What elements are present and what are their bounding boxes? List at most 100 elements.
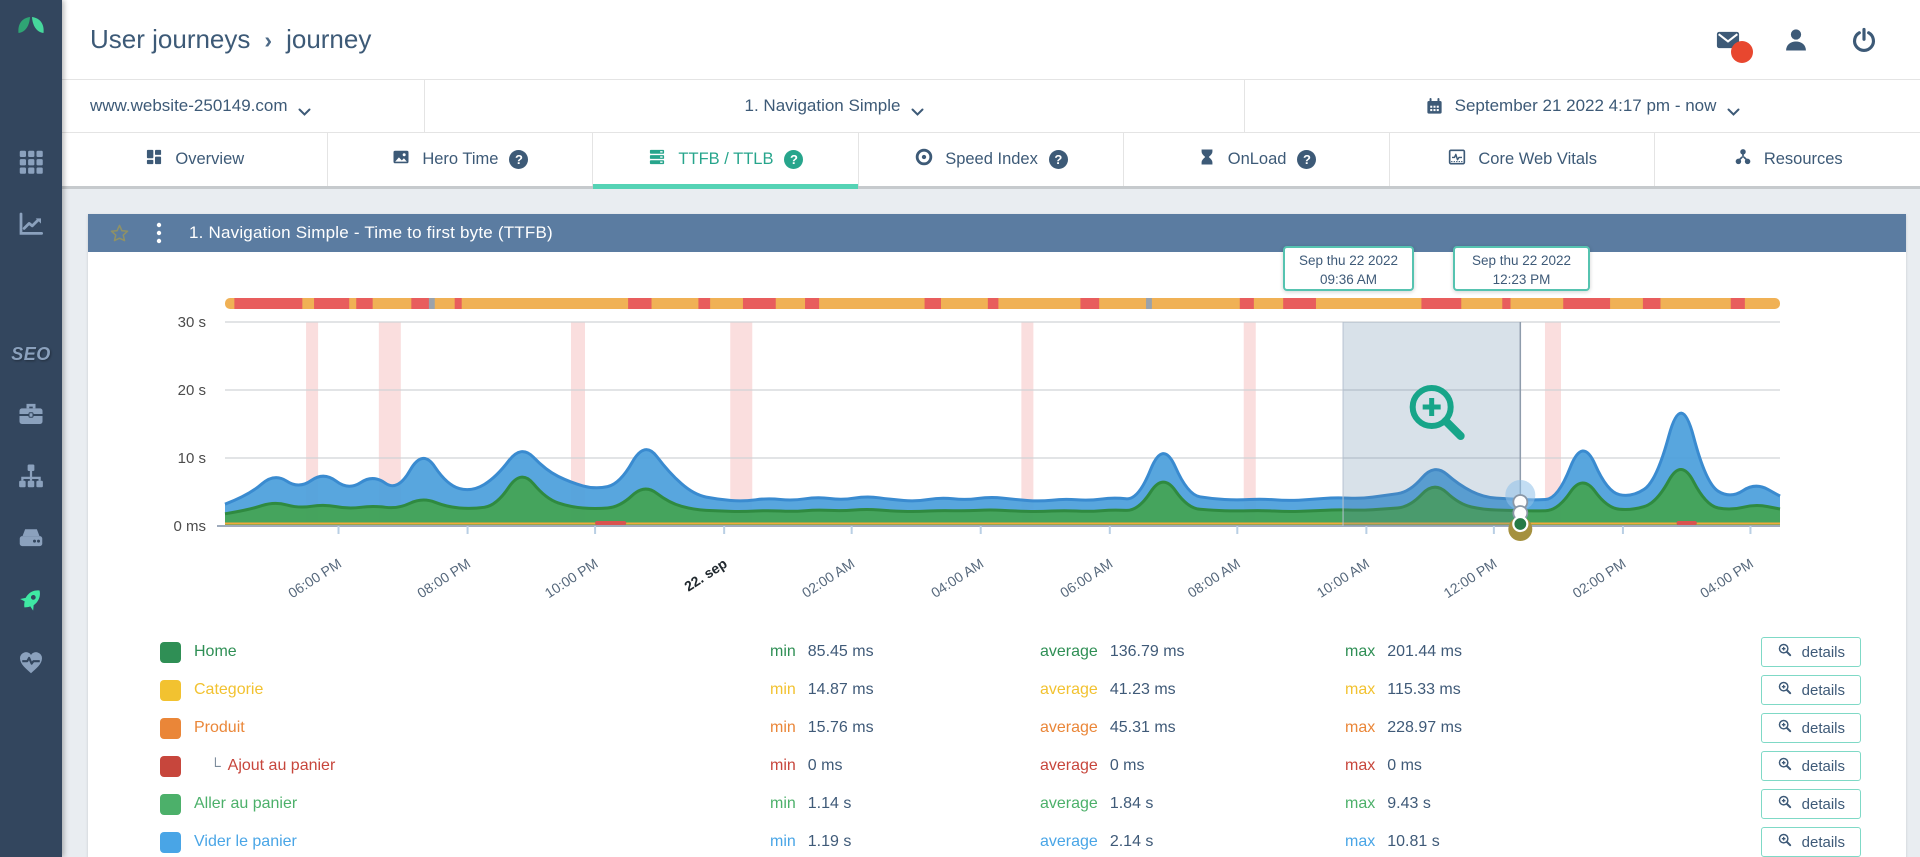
tab-label: OnLoad xyxy=(1227,150,1287,168)
daterange-selector[interactable]: September 21 2022 4:17 pm - now xyxy=(1245,80,1920,132)
stat-label: min xyxy=(770,795,796,812)
stat-value: 2.14 s xyxy=(1109,833,1154,850)
legend-swatch xyxy=(160,717,181,739)
stat-label: max xyxy=(1345,795,1376,812)
favorite-star-icon[interactable] xyxy=(108,222,131,245)
stat-value: 41.23 ms xyxy=(1109,681,1176,698)
legend-stat-max: max 10.81 s xyxy=(1345,833,1645,851)
tab-overview[interactable]: Overview xyxy=(62,133,328,186)
legend-name-label: Vider le panier xyxy=(194,833,297,850)
legend-row-vider-le-panier: Vider le panier min 1.19 s average 2.14 s max… xyxy=(160,823,1861,857)
tab-ttfb-ttlb[interactable]: TTFB / TTLB? xyxy=(593,133,859,189)
legend-swatch xyxy=(160,831,181,853)
legend-stat-max: max 228.97 ms xyxy=(1345,719,1645,737)
legend-swatch xyxy=(160,679,181,701)
stat-label: max xyxy=(1345,643,1376,660)
sidebar-item-servers[interactable] xyxy=(0,518,62,562)
help-icon[interactable]: ? xyxy=(1297,150,1317,169)
legend-stat-min: min 85.45 ms xyxy=(770,643,1040,661)
details-button-label: details xyxy=(1801,833,1845,851)
legend-swatch xyxy=(160,641,181,663)
details-button[interactable]: details xyxy=(1760,789,1861,819)
details-button[interactable]: details xyxy=(1760,675,1861,705)
website-selector[interactable]: www.website-250149.com xyxy=(62,80,425,132)
scenario-selector[interactable]: 1. Navigation Simple xyxy=(425,80,1245,132)
details-button[interactable]: details xyxy=(1760,751,1861,781)
svg-text:0 ms: 0 ms xyxy=(173,518,206,535)
tab-hero-time[interactable]: Hero Time? xyxy=(328,133,594,186)
legend-name: └ Ajout au panier xyxy=(194,757,770,775)
seo-label: SEO xyxy=(11,343,51,364)
help-icon[interactable]: ? xyxy=(784,150,804,169)
stat-label: min xyxy=(770,757,796,774)
tab-speed-index[interactable]: Speed Index? xyxy=(859,133,1125,186)
tab-onload[interactable]: OnLoad? xyxy=(1124,133,1390,186)
svg-text:30 s: 30 s xyxy=(178,314,206,331)
selection-drag-handle[interactable] xyxy=(1505,480,1536,541)
stat-label: average xyxy=(1040,719,1098,736)
sidebar-item-apps[interactable] xyxy=(0,142,62,186)
details-button[interactable]: details xyxy=(1760,713,1861,743)
hourglass-icon xyxy=(1197,147,1217,172)
daterange-value: September 21 2022 4:17 pm - now xyxy=(1454,96,1717,115)
stat-label: max xyxy=(1345,757,1376,774)
chevron-down-icon xyxy=(298,102,311,116)
stat-label: min xyxy=(770,681,796,698)
legend-name: Categorie xyxy=(194,681,770,699)
messages-button[interactable] xyxy=(1714,25,1753,63)
svg-text:12:00 PM: 12:00 PM xyxy=(1441,555,1500,601)
stat-label: average xyxy=(1040,643,1098,660)
briefcase-icon xyxy=(16,399,46,434)
logout-button[interactable] xyxy=(1850,25,1880,55)
tab-label: Speed Index xyxy=(945,150,1038,168)
legend-stat-min: min 1.14 s xyxy=(770,795,1040,813)
details-button[interactable]: details xyxy=(1760,637,1861,667)
panel-menu-icon[interactable] xyxy=(155,222,163,244)
stat-value: 85.45 ms xyxy=(807,643,874,660)
legend-name-label: Categorie xyxy=(194,681,264,698)
sidebar-item-user-journeys[interactable] xyxy=(0,580,62,624)
image-icon xyxy=(391,147,411,172)
topbar-actions xyxy=(1714,25,1880,63)
sidebar-item-sitemap[interactable] xyxy=(0,456,62,500)
svg-text:10:00 PM: 10:00 PM xyxy=(542,555,601,601)
stat-value: 10.81 s xyxy=(1387,833,1440,850)
stat-value: 14.87 ms xyxy=(807,681,874,698)
legend-stat-min: min 1.19 s xyxy=(770,833,1040,851)
breadcrumb-section[interactable]: User journeys xyxy=(90,24,251,54)
svg-text:22. sep: 22. sep xyxy=(681,555,730,594)
details-button-label: details xyxy=(1801,757,1845,775)
account-button[interactable] xyxy=(1782,25,1812,55)
brand-logo[interactable] xyxy=(0,0,62,62)
breadcrumb-separator-icon: › xyxy=(264,26,273,53)
heart-pulse-icon xyxy=(16,647,46,682)
help-icon[interactable]: ? xyxy=(509,150,529,169)
resources-icon xyxy=(1733,147,1753,172)
legend-name-label: Aller au panier xyxy=(194,795,298,812)
legend-name: Produit xyxy=(194,719,770,737)
legend-stat-average: average 1.84 s xyxy=(1040,795,1345,813)
stat-label: average xyxy=(1040,757,1098,774)
details-button-label: details xyxy=(1801,681,1845,699)
server-stack-icon xyxy=(647,147,667,172)
ttfb-chart[interactable]: Sep thu 22 2022 09:36 AM Sep thu 22 2022… xyxy=(88,246,1906,629)
legend-name-label: Produit xyxy=(194,719,245,736)
tab-core-web-vitals[interactable]: Core Web Vitals xyxy=(1390,133,1656,186)
sidebar-item-toolbox[interactable] xyxy=(0,394,62,438)
stat-value: 136.79 ms xyxy=(1109,643,1185,660)
svg-text:10 s: 10 s xyxy=(178,450,206,467)
magnifier-plus-icon xyxy=(1777,756,1793,776)
tab-label: Hero Time xyxy=(422,150,499,168)
sidebar-item-seo[interactable]: SEO xyxy=(0,332,62,376)
chevron-down-icon xyxy=(911,102,924,116)
ttfb-chart-svg[interactable]: 30 s 20 s 10 s 0 ms 06:00 PM 08:00 PM 10:00 PM… xyxy=(88,252,1900,629)
sidebar-item-health[interactable] xyxy=(0,642,62,686)
legend-name: Aller au panier xyxy=(194,795,770,813)
help-icon[interactable]: ? xyxy=(1048,150,1068,169)
legend-stat-min: min 0 ms xyxy=(770,757,1040,775)
main-column: User journeys › journey xyxy=(62,0,1920,857)
overview-icon xyxy=(144,147,164,172)
details-button[interactable]: details xyxy=(1760,827,1861,857)
sidebar-item-analytics[interactable] xyxy=(0,204,62,248)
tab-resources[interactable]: Resources xyxy=(1655,133,1920,186)
